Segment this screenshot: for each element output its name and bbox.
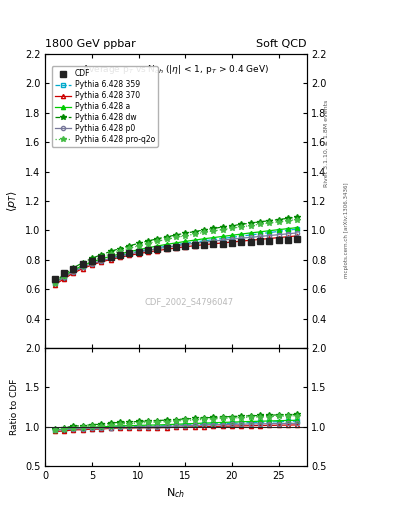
Text: Average p$_T$ vs N$_{ch}$ (|$\eta$| < 1, p$_T$ > 0.4 GeV): Average p$_T$ vs N$_{ch}$ (|$\eta$| < 1,…: [82, 62, 270, 76]
Y-axis label: $\langle p_T \rangle$: $\langle p_T \rangle$: [5, 190, 19, 212]
Y-axis label: Ratio to CDF: Ratio to CDF: [10, 379, 19, 435]
Text: Soft QCD: Soft QCD: [256, 38, 307, 49]
Text: CDF_2002_S4796047: CDF_2002_S4796047: [144, 297, 233, 306]
Legend: CDF, Pythia 6.428 359, Pythia 6.428 370, Pythia 6.428 a, Pythia 6.428 dw, Pythia: CDF, Pythia 6.428 359, Pythia 6.428 370,…: [51, 67, 158, 147]
Text: Rivet 3.1.10, ≥ 1.8M events: Rivet 3.1.10, ≥ 1.8M events: [324, 100, 329, 187]
Text: 1800 GeV ppbar: 1800 GeV ppbar: [45, 38, 136, 49]
Text: mcplots.cern.ch [arXiv:1306.3436]: mcplots.cern.ch [arXiv:1306.3436]: [344, 183, 349, 278]
X-axis label: N$_{ch}$: N$_{ch}$: [166, 486, 185, 500]
